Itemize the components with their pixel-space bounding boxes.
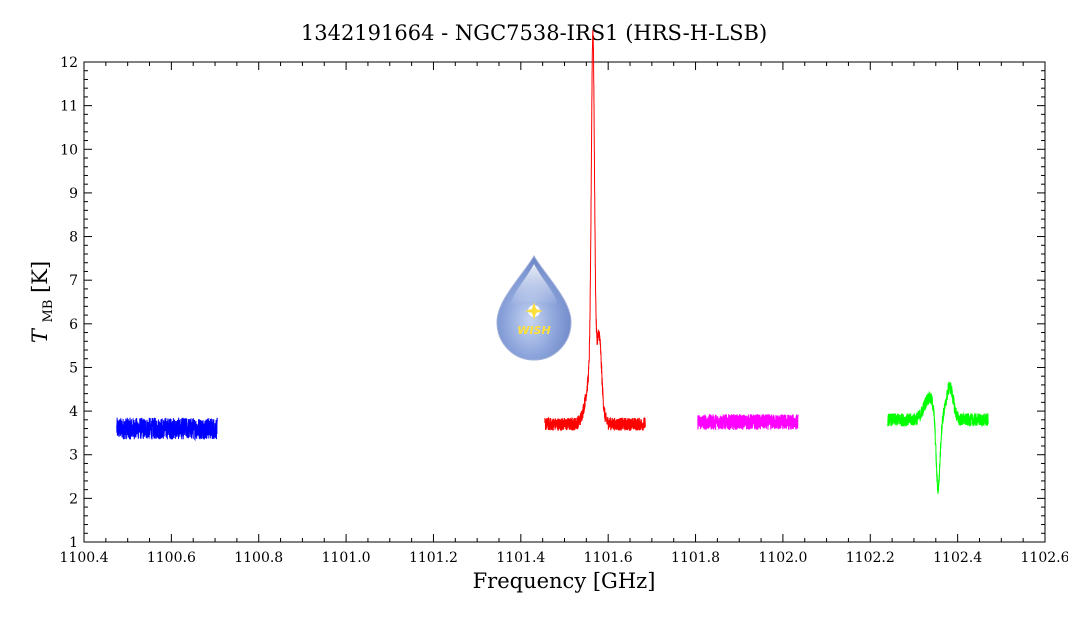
y-tick-label: 8 xyxy=(69,230,78,246)
x-tick-label: 1101.4 xyxy=(496,550,545,566)
x-tick-label: 1102.2 xyxy=(846,550,895,566)
x-tick-label: 1101.2 xyxy=(409,550,458,566)
y-axis-label: T MB [K] xyxy=(28,261,57,343)
y-tick-label: 5 xyxy=(69,360,78,376)
y-tick-label: 2 xyxy=(69,491,78,507)
star-icon xyxy=(525,302,543,320)
y-tick-label: 9 xyxy=(69,186,78,202)
y-tick-label: 6 xyxy=(69,317,78,333)
y-axis-label-sub: MB xyxy=(41,300,56,323)
y-tick-label: 3 xyxy=(69,448,78,464)
spectrum-series-2 xyxy=(697,414,799,431)
x-axis-label: Frequency [GHz] xyxy=(473,569,656,593)
x-tick-label: 1100.6 xyxy=(147,550,196,566)
x-axis-ticks: 1100.4 1100.6 1100.8 1101.0 1101.2 1101.4 1101… xyxy=(60,62,1068,566)
x-tick-label: 1102.6 xyxy=(1021,550,1068,566)
y-tick-label: 11 xyxy=(60,99,78,115)
x-tick-label: 1102.4 xyxy=(933,550,982,566)
x-tick-label: 1101.8 xyxy=(671,550,720,566)
x-tick-label: 1102.0 xyxy=(758,550,807,566)
y-tick-label: 1 xyxy=(69,535,78,551)
chart-title: 1342191664 - NGC7538-IRS1 (HRS-H-LSB) xyxy=(301,21,767,45)
spectrum-series-0 xyxy=(116,417,218,442)
y-tick-label: 7 xyxy=(69,273,78,289)
y-axis-label-unit: [K] xyxy=(28,261,52,293)
spectrum-series-3 xyxy=(887,381,989,494)
x-tick-label: 1100.4 xyxy=(60,550,109,566)
spectra-series xyxy=(116,30,989,494)
x-tick-label: 1100.8 xyxy=(234,550,283,566)
x-tick-label: 1101.0 xyxy=(322,550,371,566)
x-tick-label: 1101.6 xyxy=(584,550,633,566)
svg-text:T MB [K]: T MB [K] xyxy=(28,261,57,343)
spectrum-series-1 xyxy=(544,30,646,432)
logo-text: WISH xyxy=(517,324,550,337)
y-tick-label: 10 xyxy=(60,142,78,158)
y-tick-label: 12 xyxy=(60,55,78,71)
y-tick-label: 4 xyxy=(69,404,78,420)
y-axis-label-main: T xyxy=(28,327,52,343)
wish-logo: WISH xyxy=(496,255,572,361)
